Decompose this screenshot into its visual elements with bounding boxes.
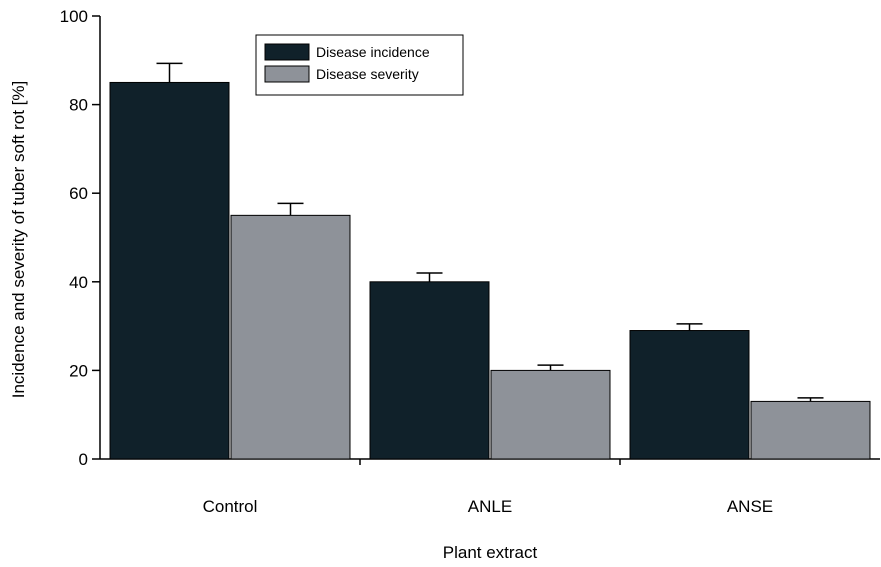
y-axis-ticks: 0 20 40 60 80 100: [60, 7, 100, 469]
x-tick-label-anle: ANLE: [468, 497, 512, 516]
legend-label-disease-severity: Disease severity: [316, 66, 419, 82]
x-tick-label-anse: ANSE: [727, 497, 773, 516]
y-tick-label: 0: [79, 450, 88, 469]
y-tick-label: 40: [69, 273, 88, 292]
y-tick-label: 80: [69, 96, 88, 115]
error-bars: [156, 62, 824, 402]
y-tick-label: 20: [69, 361, 88, 380]
x-axis-tick-labels: Control ANLE ANSE: [203, 497, 774, 516]
bar-anle-disease-incidence: [369, 281, 490, 460]
x-axis-category-dividers: [359, 459, 621, 465]
bar-anse-disease-severity: [750, 400, 871, 460]
legend: Disease incidence Disease severity: [255, 34, 464, 96]
bar-anle-disease-severity: [490, 369, 611, 460]
axes: [99, 16, 880, 460]
bar-control-disease-incidence: [109, 81, 230, 460]
bar-anse-disease-incidence: [629, 330, 750, 460]
bars: [109, 81, 871, 460]
legend-swatch-disease-severity: [264, 65, 310, 83]
y-axis-title: Incidence and severity of tuber soft rot…: [9, 81, 28, 399]
y-tick-label: 60: [69, 184, 88, 203]
legend-box: [255, 34, 464, 96]
x-axis-title: Plant extract: [443, 543, 538, 562]
x-tick-label-control: Control: [203, 497, 258, 516]
y-tick-label: 100: [60, 7, 88, 26]
bar-control-disease-severity: [230, 214, 351, 460]
legend-label-disease-incidence: Disease incidence: [316, 44, 430, 60]
legend-swatch-disease-incidence: [264, 43, 310, 61]
